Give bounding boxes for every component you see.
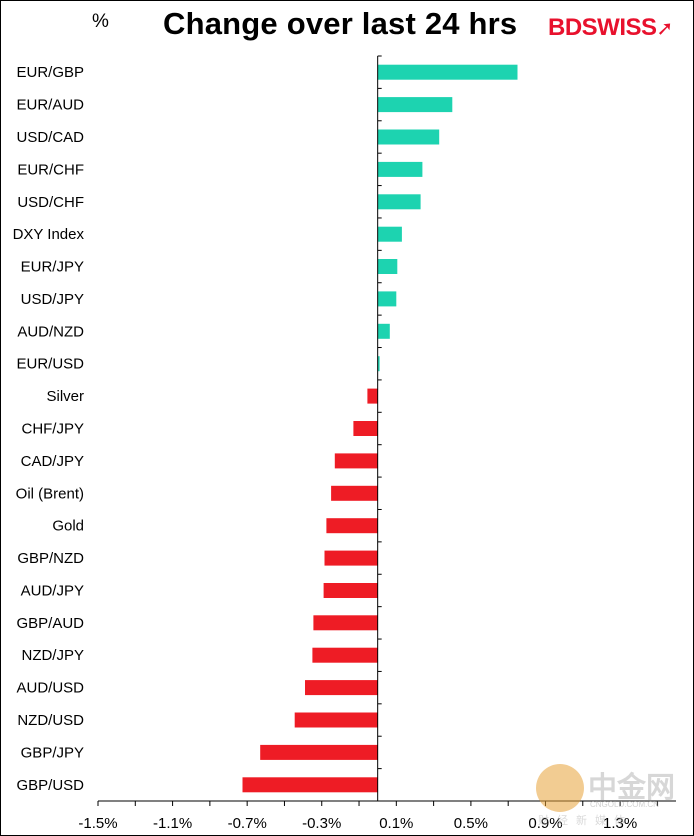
bar — [334, 453, 378, 469]
bdswiss-logo: BDSWISS➚ — [548, 14, 673, 42]
bar — [377, 356, 380, 372]
category-label: EUR/USD — [16, 356, 84, 373]
bar — [324, 550, 378, 566]
category-label: USD/CAD — [16, 129, 84, 146]
bar — [367, 388, 378, 404]
watermark-url: CNGOLD.COM.CN — [590, 800, 659, 809]
category-label: Oil (Brent) — [16, 485, 84, 502]
bar — [326, 518, 378, 534]
category-label: CHF/JPY — [21, 421, 84, 438]
category-label: GBP/NZD — [17, 550, 84, 567]
x-tick-label: -1.5% — [78, 815, 117, 832]
category-label: Gold — [52, 518, 84, 535]
x-tick-label: -0.7% — [228, 815, 267, 832]
bar — [377, 291, 397, 307]
category-label: GBP/JPY — [21, 744, 84, 761]
x-tick-label: 0.1% — [379, 815, 413, 832]
bar — [331, 485, 378, 501]
category-label: NZD/USD — [17, 712, 84, 729]
watermark-name: 中金网 — [588, 772, 676, 804]
x-tick-label: -0.3% — [302, 815, 341, 832]
cngold-logo-icon — [536, 764, 584, 812]
category-label: EUR/CHF — [17, 161, 84, 178]
bar — [377, 194, 421, 210]
bar — [377, 259, 398, 274]
logo-text: BDSWISS — [548, 14, 657, 41]
category-label: EUR/AUD — [16, 97, 84, 114]
bar — [305, 680, 378, 696]
watermark-subtitle: 财经新媒体 — [538, 815, 633, 827]
bar — [377, 323, 390, 339]
category-label: AUD/NZD — [17, 323, 84, 340]
category-label: AUD/JPY — [21, 583, 84, 600]
category-label: NZD/JPY — [21, 647, 84, 664]
category-label: Silver — [46, 388, 84, 405]
cngold-watermark: 中金网 CNGOLD.COM.CN 财经新媒体 — [536, 762, 686, 828]
x-tick-label: 1.3% — [603, 815, 637, 832]
category-label: AUD/USD — [16, 680, 84, 697]
x-tick-label: -1.1% — [153, 815, 192, 832]
bar — [377, 129, 440, 145]
category-label: DXY Index — [13, 226, 85, 243]
x-tick-label: 0.9% — [528, 815, 562, 832]
category-label: EUR/JPY — [21, 259, 84, 276]
unit-label: % — [92, 11, 109, 32]
bar — [353, 421, 378, 436]
x-tick-label: 0.5% — [454, 815, 488, 832]
bar — [323, 583, 378, 598]
bar — [377, 97, 453, 113]
bar — [312, 647, 378, 663]
category-label: EUR/GBP — [16, 64, 84, 81]
category-label: GBP/USD — [16, 777, 84, 794]
bar — [313, 615, 378, 631]
arrow-icon: ➚ — [656, 18, 674, 40]
bar — [377, 64, 518, 80]
bar — [294, 712, 378, 728]
category-label: GBP/AUD — [16, 615, 84, 632]
bar — [260, 744, 378, 760]
category-label: USD/JPY — [21, 291, 84, 308]
bar — [377, 226, 402, 242]
category-label: USD/CHF — [17, 194, 84, 211]
bar — [242, 777, 378, 793]
category-label: CAD/JPY — [21, 453, 84, 470]
chart-title: Change over last 24 hrs — [163, 6, 518, 41]
bar — [377, 161, 423, 177]
